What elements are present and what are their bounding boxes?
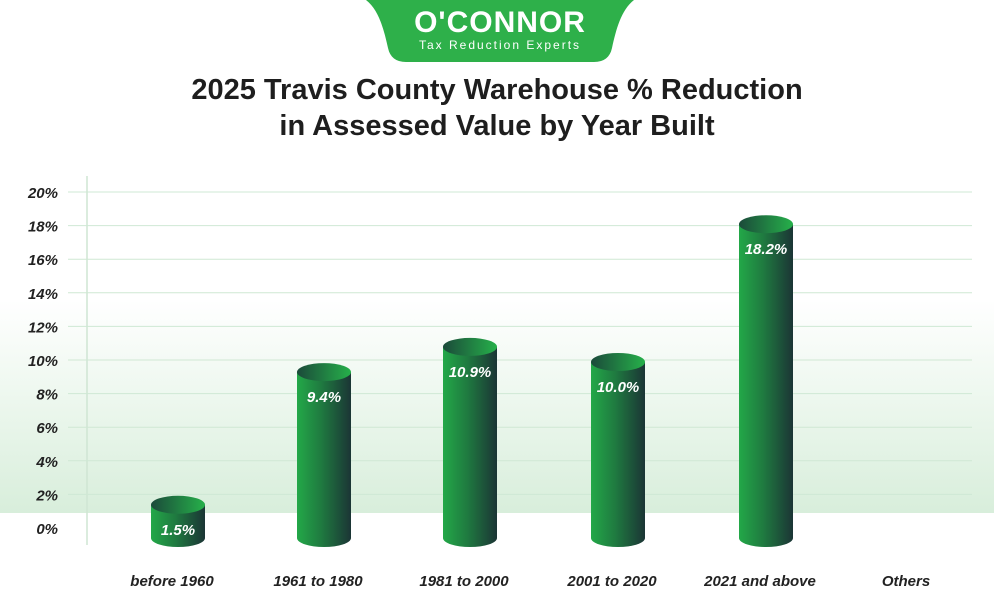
bar-cylinder (297, 372, 351, 547)
y-tick-label: 10% (28, 353, 58, 370)
x-tick-label: before 1960 (130, 573, 214, 590)
x-tick-label: 2021 and above (703, 573, 816, 590)
y-tick-label: 2% (35, 487, 58, 504)
logo: O'CONNOR Tax Reduction Experts (366, 0, 634, 62)
chart-title: 2025 Travis County Warehouse % Reduction… (0, 72, 994, 144)
bar-cylinder (443, 346, 497, 547)
bar-cylinder (739, 224, 793, 548)
bar-top (443, 337, 497, 356)
bar-top (151, 495, 205, 514)
data-label: 1.5% (161, 522, 195, 539)
x-tick-label: 1961 to 1980 (273, 573, 363, 590)
bar-cylinder (151, 504, 205, 547)
x-tick-label: Others (882, 573, 930, 590)
y-tick-label: 12% (28, 319, 58, 336)
x-tick-label: 1981 to 2000 (419, 573, 509, 590)
bar-top (739, 215, 793, 234)
y-tick-label: 4% (35, 454, 58, 471)
y-tick-label: 20% (27, 185, 58, 202)
data-label: 10.0% (597, 379, 640, 396)
logo-badge (366, 0, 634, 62)
bar-top (297, 363, 351, 382)
bar-top (591, 353, 645, 371)
bar-cylinder (591, 362, 645, 547)
y-tick-label: 18% (28, 219, 58, 236)
logo-brand: O'CONNOR (414, 6, 586, 39)
y-tick-label: 0% (36, 521, 58, 538)
x-tick-label: 2001 to 2020 (566, 573, 657, 590)
data-label: 9.4% (307, 389, 341, 406)
y-tick-label: 16% (28, 252, 58, 269)
data-label: 10.9% (449, 364, 492, 381)
logo-tagline: Tax Reduction Experts (418, 38, 582, 52)
title-line-1: 2025 Travis County Warehouse % Reduction (191, 74, 803, 106)
data-label: 18.2% (745, 241, 788, 258)
title-line-2: in Assessed Value by Year Built (279, 110, 715, 142)
y-tick-label: 8% (36, 387, 58, 404)
y-tick-label: 14% (28, 286, 58, 303)
y-tick-label: 6% (36, 420, 58, 437)
